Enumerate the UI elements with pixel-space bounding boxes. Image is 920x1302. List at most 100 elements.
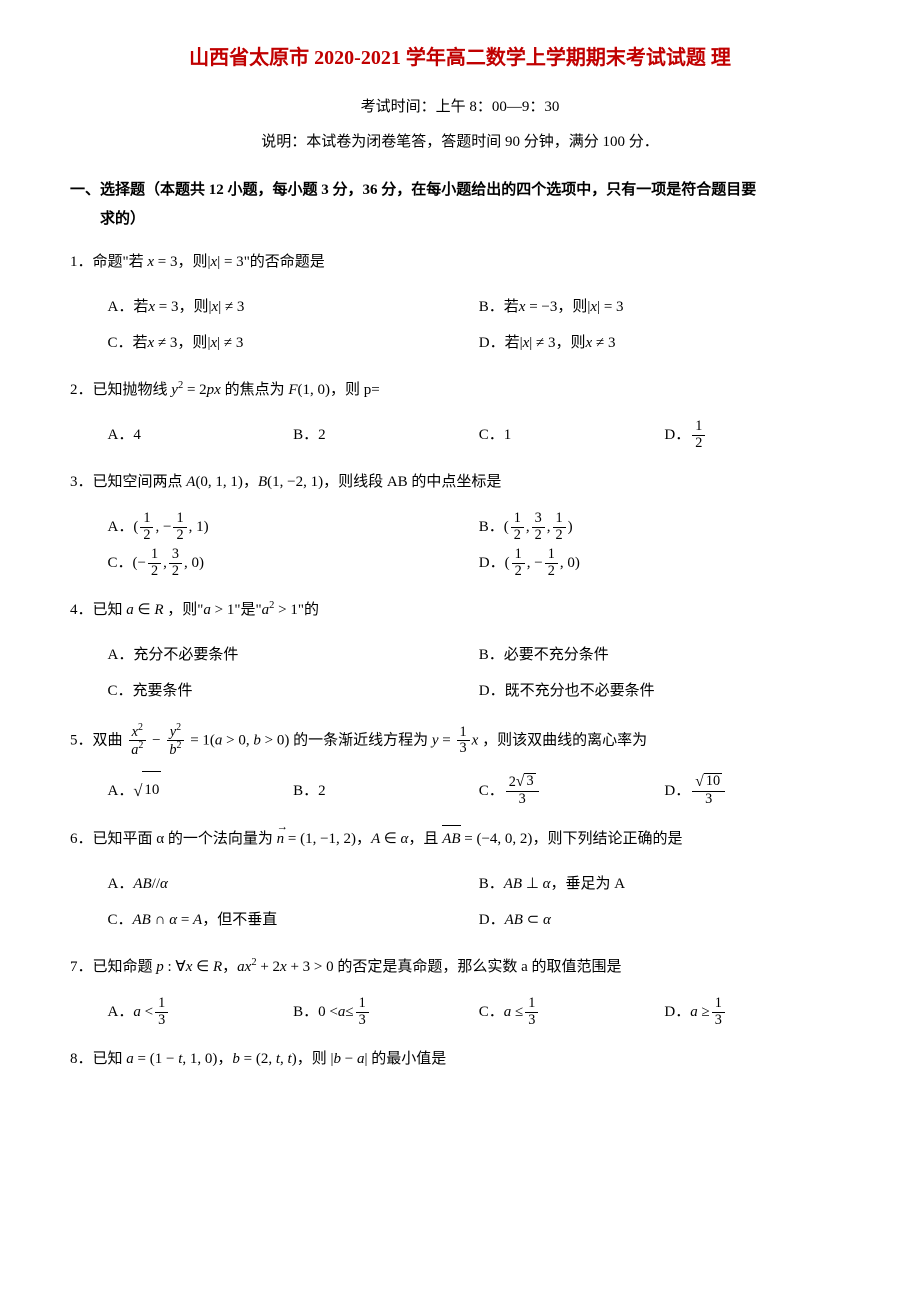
question-1: 1．命题"若 x = 3，则|x| = 3"的否命题是 A．若 x = 3，则|… xyxy=(70,247,850,361)
q4-optC: C．充要条件 xyxy=(108,673,479,709)
q5-text: 5．双曲 x2a2 − y2b2 = 1(a > 0, b > 0) 的一条渐近… xyxy=(70,723,850,759)
q4-prefix: 4．已知 xyxy=(70,602,123,618)
q4-text: 4．已知 a ∈ R ，则"a > 1"是"a2 > 1"的 xyxy=(70,595,850,625)
q1b-pre: B．若 xyxy=(479,289,519,325)
q8-end: 的最小值是 xyxy=(371,1051,446,1067)
q4-mid2: "是" xyxy=(234,602,261,618)
q6c-pre: C． xyxy=(108,902,133,938)
exam-description: 说明：本试卷为闭卷笔答，答题时间 90 分钟，满分 100 分． xyxy=(70,129,850,156)
q5-suffix: ，则该双曲线的离心率为 xyxy=(478,732,647,748)
q6-prefix: 6．已知平面 α 的一个法向量为 xyxy=(70,831,273,847)
question-7: 7．已知命题 p : ∀x ∈ R，ax2 + 2x + 3 > 0 的否定是真… xyxy=(70,952,850,1030)
q1-text: 1．命题"若 x = 3，则|x| = 3"的否命题是 xyxy=(70,247,850,277)
q2-optA: A．4 xyxy=(108,417,294,453)
section-header-line1: 一、选择题（本题共 12 小题，每小题 3 分，36 分，在每小题给出的四个选项… xyxy=(70,182,756,198)
section-header-line2: 求的） xyxy=(70,211,145,227)
q5-mid: 的一条渐近线方程为 xyxy=(289,732,432,748)
question-8: 8．已知 a = (1 − t, 1, 0)，b = (2, t, t)，则 |… xyxy=(70,1044,850,1074)
q6-mid1: ， xyxy=(356,831,371,847)
q5-options: A．√10 B．2 C．2√33 D．√103 xyxy=(70,771,850,811)
q2-text: 2．已知抛物线 y2 = 2px 的焦点为 F(1, 0)，则 p= xyxy=(70,375,850,405)
q4-optA: A．充分不必要条件 xyxy=(108,637,479,673)
question-4: 4．已知 a ∈ R ，则"a > 1"是"a2 > 1"的 A．充分不必要条件… xyxy=(70,595,850,709)
q6-mid2: ，且 xyxy=(408,831,442,847)
q1-options: A．若 x = 3，则|x| ≠ 3 B．若 x = −3，则|x| = 3 C… xyxy=(70,289,850,361)
q2d-pre: D． xyxy=(664,417,690,453)
q3a-pre: A． xyxy=(108,509,134,545)
q1-prefix: 1．命题"若 xyxy=(70,254,147,270)
q6-optC: C．AB ∩ α = A，但不垂直 xyxy=(108,902,479,938)
q8-suffix: ，则 xyxy=(297,1051,327,1067)
q6c-suf: ，但不垂直 xyxy=(202,902,277,938)
q1-optA: A．若 x = 3，则|x| ≠ 3 xyxy=(108,289,479,325)
q1a-pre: A．若 xyxy=(108,289,149,325)
q6-options: A．AB//α B．AB ⊥ α，垂足为 A C．AB ∩ α = A，但不垂直… xyxy=(70,866,850,938)
q1-mid: ，则 xyxy=(178,254,208,270)
q1-optB: B．若 x = −3，则|x| = 3 xyxy=(479,289,850,325)
q6-suffix: ，则下列结论正确的是 xyxy=(532,831,682,847)
q2-prefix: 2．已知抛物线 xyxy=(70,382,171,398)
q3-options: A．(12, −12, 1) B．(12, 32, 12) C．(−12, 32… xyxy=(70,509,850,581)
q3-mid: ， xyxy=(243,474,258,490)
q3-optA: A．(12, −12, 1) xyxy=(108,509,479,545)
q1c-pre: C．若 xyxy=(108,325,148,361)
exam-time: 考试时间：上午 8：00—9：30 xyxy=(70,94,850,121)
q8-prefix: 8．已知 xyxy=(70,1051,123,1067)
question-2: 2．已知抛物线 y2 = 2px 的焦点为 F(1, 0)，则 p= A．4 B… xyxy=(70,375,850,453)
q2-optB: B．2 xyxy=(293,417,479,453)
question-5: 5．双曲 x2a2 − y2b2 = 1(a > 0, b > 0) 的一条渐近… xyxy=(70,723,850,810)
q7b-pre: B． xyxy=(293,994,318,1030)
q5-optB: B．2 xyxy=(293,771,479,811)
q2-suffix: ，则 p= xyxy=(330,382,380,398)
q7-prefix: 7．已知命题 xyxy=(70,959,153,975)
question-3: 3．已知空间两点 A(0, 1, 1)，B(1, −2, 1)，则线段 AB 的… xyxy=(70,467,850,581)
q1d-mid: ，则 xyxy=(556,325,586,361)
q2-options: A．4 B．2 C．1 D．12 xyxy=(70,417,850,453)
q4-mid1: ，则" xyxy=(167,602,203,618)
q3-text: 3．已知空间两点 A(0, 1, 1)，B(1, −2, 1)，则线段 AB 的… xyxy=(70,467,850,497)
q5a-pre: A． xyxy=(108,773,134,809)
q8-mid: ， xyxy=(217,1051,232,1067)
q3-optB: B．(12, 32, 12) xyxy=(479,509,850,545)
q1-suffix: "的否命题是 xyxy=(244,254,325,270)
q6-optA: A．AB//α xyxy=(108,866,479,902)
q5-prefix: 5．双曲 xyxy=(70,732,126,748)
q1-optC: C．若 x ≠ 3，则|x| ≠ 3 xyxy=(108,325,479,361)
q4-options: A．充分不必要条件 B．必要不充分条件 C．充要条件 D．既不充分也不必要条件 xyxy=(70,637,850,709)
q5-optA: A．√10 xyxy=(108,771,294,811)
q5d-pre: D． xyxy=(664,773,690,809)
q1c-mid: ，则 xyxy=(177,325,207,361)
q3-prefix: 3．已知空间两点 xyxy=(70,474,186,490)
q3d-pre: D． xyxy=(479,545,505,581)
q7c-pre: C． xyxy=(479,994,504,1030)
q5-optD: D．√103 xyxy=(664,771,850,811)
q4-suffix: "的 xyxy=(298,602,319,618)
q2-mid: 的焦点为 xyxy=(221,382,285,398)
q6-optD: D．AB ⊂ α xyxy=(479,902,850,938)
q5-optC: C．2√33 xyxy=(479,771,665,811)
q8-text: 8．已知 a = (1 − t, 1, 0)，b = (2, t, t)，则 |… xyxy=(70,1044,850,1074)
q6b-pre: B． xyxy=(479,866,504,902)
q7-optC: C．a ≤ 13 xyxy=(479,994,665,1030)
q3c-pre: C． xyxy=(108,545,133,581)
q3-suffix: ，则线段 AB 的中点坐标是 xyxy=(323,474,501,490)
q7d-pre: D． xyxy=(664,994,690,1030)
q3b-pre: B． xyxy=(479,509,504,545)
q4-optD: D．既不充分也不必要条件 xyxy=(479,673,850,709)
q6d-pre: D． xyxy=(479,902,505,938)
q7-text: 7．已知命题 p : ∀x ∈ R，ax2 + 2x + 3 > 0 的否定是真… xyxy=(70,952,850,982)
q7a-pre: A． xyxy=(108,994,134,1030)
q2-optC: C．1 xyxy=(479,417,665,453)
q7-optD: D．a ≥ 13 xyxy=(664,994,850,1030)
q7-optA: A．a < 13 xyxy=(108,994,294,1030)
exam-title: 山西省太原市 2020-2021 学年高二数学上学期期末考试试题 理 xyxy=(70,40,850,76)
q6a-pre: A． xyxy=(108,866,134,902)
q5c-pre: C． xyxy=(479,773,504,809)
q7-suffix: 的否定是真命题，那么实数 a 的取值范围是 xyxy=(334,959,622,975)
question-6: 6．已知平面 α 的一个法向量为 n = (1, −1, 2)，A ∈ α，且 … xyxy=(70,824,850,938)
q1d-pre: D．若 xyxy=(479,325,520,361)
q3-optC: C．(−12, 32, 0) xyxy=(108,545,479,581)
q6b-suf: ，垂足为 A xyxy=(551,866,626,902)
q7-mid: ， xyxy=(222,959,237,975)
q1-optD: D．若 |x| ≠ 3，则x ≠ 3 xyxy=(479,325,850,361)
